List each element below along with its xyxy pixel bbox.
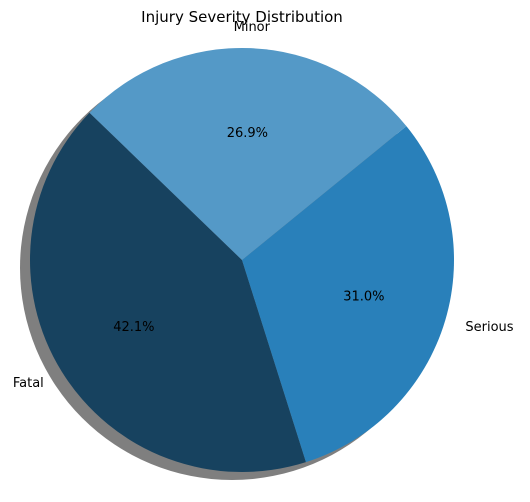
pie-slices — [30, 48, 454, 472]
pie-label-fatal: Fatal — [13, 376, 44, 391]
pie-value-serious: 31.0% — [343, 289, 384, 304]
pie-value-fatal: 42.1% — [113, 320, 154, 335]
pie-label-minor: Minor — [234, 20, 271, 35]
pie-value-minor: 26.9% — [227, 126, 268, 141]
pie-label-serious: Serious — [465, 320, 513, 335]
